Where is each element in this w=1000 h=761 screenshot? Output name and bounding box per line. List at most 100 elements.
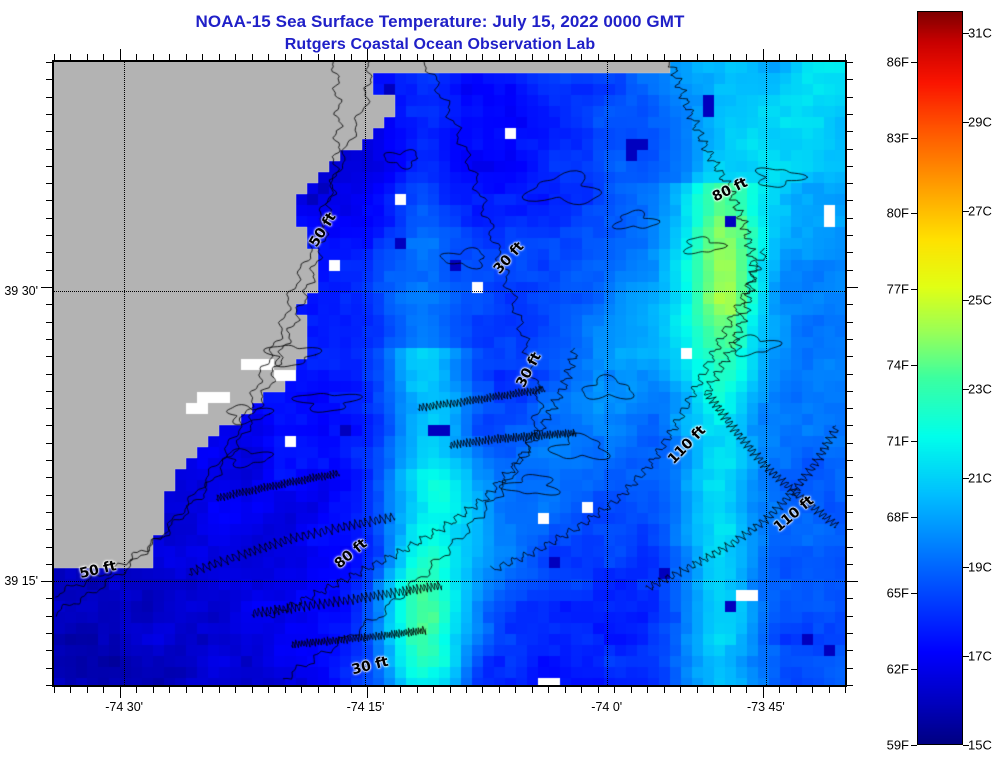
colorbar-label-celsius: 15C	[968, 737, 992, 753]
y-axis-tick	[847, 563, 853, 565]
colorbar-tick-c	[963, 567, 969, 569]
y-axis-tick	[46, 113, 52, 115]
x-axis-tick	[680, 54, 682, 60]
x-axis-tick	[218, 687, 220, 693]
x-axis-tick	[713, 54, 715, 60]
graticule-meridian	[365, 62, 367, 685]
x-axis-tick	[301, 54, 303, 60]
y-axis-tick	[847, 667, 853, 669]
colorbar-tick-f	[911, 61, 917, 63]
graticule-meridian	[124, 62, 126, 685]
x-axis-tick	[746, 54, 748, 60]
y-axis-tick	[46, 321, 52, 323]
x-axis-tick	[465, 54, 467, 60]
colorbar-tick-f	[911, 517, 917, 519]
x-axis-tick	[400, 687, 402, 693]
y-axis-tick	[46, 183, 52, 185]
x-axis-tick	[251, 687, 253, 693]
x-axis-tick	[268, 54, 270, 60]
x-axis-tick	[696, 687, 698, 693]
y-axis-tick	[46, 667, 52, 669]
x-axis-tick	[284, 687, 286, 693]
colorbar-label-celsius: 27C	[968, 203, 992, 219]
y-axis-tick	[847, 442, 853, 444]
colorbar-gradient	[918, 12, 962, 744]
x-axis-label: -74 15'	[346, 700, 385, 714]
figure-title: NOAA-15 Sea Surface Temperature: July 15…	[0, 10, 880, 56]
y-axis-tick	[847, 62, 853, 63]
y-axis-tick	[46, 546, 52, 548]
map-canvas-stack: 50 ft 50 ft 30 ft 30 ft 30 ft 80 ft 80 ft 110 f…	[54, 62, 845, 685]
colorbar-label-fahrenheit: 68F	[886, 509, 909, 525]
x-axis-tick	[416, 54, 418, 60]
x-axis-tick	[235, 687, 237, 693]
x-axis-tick	[367, 49, 369, 60]
y-axis-label: 39 30'	[4, 283, 38, 298]
colorbar-label-fahrenheit: 77F	[886, 281, 909, 297]
x-axis-tick	[795, 54, 797, 60]
x-axis-tick	[433, 687, 435, 693]
y-axis-tick	[46, 408, 52, 410]
graticule-meridian	[765, 62, 767, 685]
x-axis-tick	[86, 687, 88, 693]
y-axis-tick	[46, 304, 52, 306]
x-axis-tick	[581, 54, 583, 60]
x-axis-tick	[548, 54, 550, 60]
colorbar-tick-f	[911, 365, 917, 367]
x-axis-tick	[416, 687, 418, 693]
y-axis-tick	[847, 217, 853, 219]
x-axis-label: -73 45'	[746, 700, 785, 714]
x-axis-tick	[301, 687, 303, 693]
x-axis-tick	[218, 54, 220, 60]
x-axis-tick	[400, 54, 402, 60]
x-axis-tick	[779, 687, 781, 693]
x-axis-tick	[812, 687, 814, 693]
y-axis-tick	[847, 235, 853, 237]
x-axis-tick	[334, 54, 336, 60]
y-axis-tick	[847, 286, 858, 288]
x-axis-tick	[54, 54, 55, 60]
y-axis-tick	[46, 685, 52, 686]
x-axis-tick	[482, 54, 484, 60]
colorbar-label-fahrenheit: 59F	[886, 737, 909, 753]
colorbar-tick-f	[911, 745, 917, 746]
y-axis-tick	[46, 529, 52, 531]
y-axis-tick	[46, 633, 52, 635]
colorbar-label-fahrenheit: 86F	[886, 54, 909, 70]
colorbar-tick-f	[911, 137, 917, 139]
map-plot-area[interactable]: 50 ft 50 ft 30 ft 30 ft 30 ft 80 ft 80 ft 110 f…	[52, 60, 847, 687]
x-axis-tick	[169, 687, 171, 693]
y-axis-tick	[46, 252, 52, 254]
x-axis-tick	[845, 54, 846, 60]
x-axis-tick	[647, 687, 649, 693]
x-axis-label: -74 30'	[105, 700, 144, 714]
x-axis-tick	[630, 687, 632, 693]
x-axis-tick	[614, 54, 616, 60]
colorbar-label-fahrenheit: 74F	[886, 357, 909, 373]
graticule-meridian	[606, 62, 608, 685]
colorbar-label-fahrenheit: 62F	[886, 661, 909, 677]
y-axis-tick	[46, 425, 52, 427]
x-axis-tick	[795, 687, 797, 693]
x-axis-tick	[762, 49, 764, 60]
x-axis-tick	[449, 54, 451, 60]
y-axis-tick	[847, 633, 853, 635]
colorbar-tick-c	[963, 211, 969, 213]
x-axis-tick	[350, 54, 352, 60]
y-axis-tick	[46, 62, 52, 63]
x-axis-tick	[828, 54, 830, 60]
x-axis-tick	[136, 54, 138, 60]
temperature-colorbar[interactable]	[917, 11, 963, 745]
x-axis-tick	[317, 54, 319, 60]
y-axis-tick	[46, 615, 52, 617]
y-axis-tick	[46, 390, 52, 392]
colorbar-label-celsius: 31C	[968, 25, 992, 41]
y-axis-tick	[41, 581, 52, 583]
colorbar-label-fahrenheit: 71F	[886, 433, 909, 449]
colorbar-label-celsius: 17C	[968, 648, 992, 664]
y-axis-tick	[847, 148, 853, 150]
y-axis-tick	[46, 373, 52, 375]
colorbar-tick-f	[911, 213, 917, 215]
coastline-bathymetry-layer	[54, 62, 845, 685]
colorbar-tick-c	[963, 300, 969, 302]
